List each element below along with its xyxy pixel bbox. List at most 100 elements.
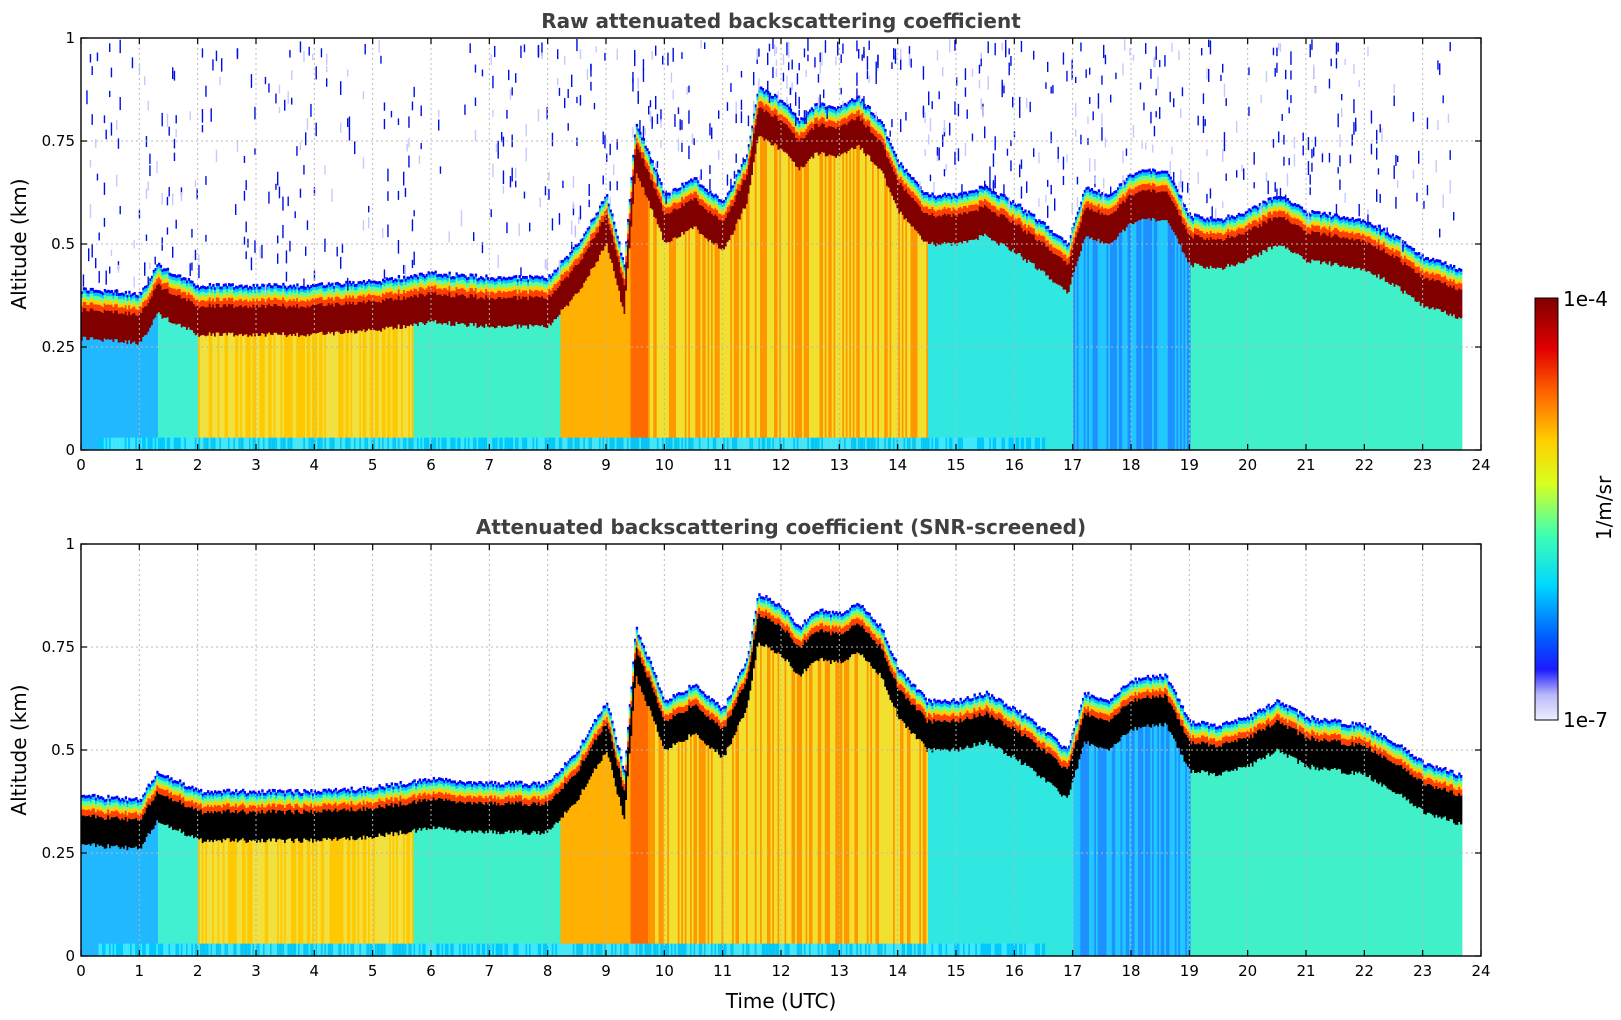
heatmap-column-rim	[301, 300, 304, 307]
heatmap-column-rim	[809, 115, 812, 120]
heatmap-column-noise	[165, 437, 168, 450]
heatmap-column-rim	[516, 279, 520, 283]
heatmap-speckle	[509, 89, 512, 100]
heatmap-column-rim	[499, 282, 502, 287]
heatmap-column-core	[208, 303, 212, 333]
heatmap-column-rim	[982, 197, 985, 202]
heatmap-column-rim	[114, 300, 117, 305]
heatmap-column-rim	[709, 193, 712, 197]
heatmap-column-rim	[322, 295, 325, 300]
heatmap-column-rim	[800, 123, 803, 128]
heatmap-column-rim	[495, 278, 499, 282]
heatmap-speckle	[403, 171, 405, 186]
heatmap-column-rim	[368, 285, 371, 290]
heatmap-column-rim	[257, 289, 261, 293]
heatmap-speckle	[95, 258, 97, 269]
heatmap-column-rim	[613, 236, 616, 243]
heatmap-speckle	[823, 89, 825, 99]
heatmap-column-rim	[525, 278, 528, 283]
heatmap-column-rim	[536, 285, 539, 290]
heatmap-column-rim	[399, 293, 402, 301]
heatmap-column-rim	[1026, 213, 1029, 217]
heatmap-speckle	[817, 74, 820, 83]
heatmap-column-rim	[810, 110, 814, 114]
heatmap-column-rim	[177, 280, 180, 285]
heatmap-column-rim	[541, 285, 544, 290]
heatmap-column-rim	[966, 199, 969, 204]
heatmap-column-noise	[550, 437, 553, 450]
heatmap-column-rim	[254, 301, 257, 308]
heatmap-column-rim	[973, 193, 976, 197]
heatmap-column-core	[410, 295, 413, 325]
heatmap-column-core	[998, 216, 1001, 246]
heatmap-column-rim	[378, 280, 381, 284]
heatmap-column-core	[635, 144, 639, 174]
heatmap-column-core	[126, 315, 129, 345]
heatmap-column-rim	[984, 198, 987, 205]
heatmap-column-rim	[945, 197, 948, 201]
heatmap-column-rim	[963, 201, 966, 206]
heatmap-speckle	[1026, 181, 1028, 193]
heatmap-column-rim	[611, 227, 614, 235]
heatmap-column-rim	[635, 134, 639, 139]
heatmap-column-core	[282, 303, 285, 333]
heatmap-column-rim	[782, 108, 786, 113]
heatmap-column-rim	[922, 198, 926, 203]
heatmap-column-surface	[459, 323, 462, 450]
heatmap-column-core	[723, 220, 726, 250]
heatmap-column-rim	[219, 289, 222, 293]
heatmap-column-rim	[884, 143, 887, 150]
heatmap-column-rim	[936, 209, 940, 217]
heatmap-column-core	[354, 304, 357, 334]
heatmap-column-rim	[196, 299, 199, 306]
heatmap-column-noise	[217, 437, 220, 450]
heatmap-column-rim	[609, 212, 612, 216]
heatmap-column-rim	[95, 295, 98, 301]
heatmap-column-rim	[705, 203, 709, 210]
heatmap-column-rim	[406, 290, 409, 298]
heatmap-column-rim	[737, 175, 740, 180]
heatmap-column-rim	[796, 128, 800, 133]
heatmap-column-rim	[490, 287, 493, 292]
heatmap-column-rim	[163, 282, 166, 289]
heatmap-column-rim	[910, 176, 913, 180]
heatmap-speckle	[730, 83, 732, 92]
heatmap-column-rim	[851, 112, 854, 119]
heatmap-column-rim	[387, 278, 390, 282]
heatmap-column-rim	[838, 117, 842, 122]
heatmap-column-surface	[830, 155, 833, 450]
heatmap-speckle	[460, 217, 463, 227]
heatmap-column-rim	[861, 104, 864, 109]
heatmap-column-noise	[868, 437, 871, 450]
heatmap-column-rim	[921, 190, 924, 194]
heatmap-column-noise	[590, 437, 593, 450]
heatmap-speckle	[980, 52, 982, 59]
heatmap-column-rim	[179, 288, 182, 296]
heatmap-column-rim	[935, 211, 938, 218]
heatmap-column-rim	[574, 244, 577, 248]
heatmap-column-surface	[366, 330, 369, 450]
heatmap-speckle	[639, 120, 641, 133]
heatmap-column-rim	[287, 296, 290, 301]
heatmap-column-rim	[866, 111, 870, 116]
heatmap-column-rim	[866, 107, 870, 112]
heatmap-column-noise	[691, 437, 695, 450]
heatmap-column-core	[956, 216, 959, 246]
heatmap-column-core	[333, 306, 336, 336]
heatmap-column-surface	[201, 334, 205, 450]
heatmap-column-surface	[663, 241, 667, 450]
heatmap-column-noise	[809, 437, 812, 450]
heatmap-column-surface	[375, 330, 378, 450]
heatmap-speckle	[147, 181, 149, 191]
heatmap-column-rim	[434, 273, 437, 277]
heatmap-column-rim	[109, 293, 112, 297]
heatmap-column-rim	[308, 301, 311, 308]
heatmap-column-noise	[894, 437, 898, 450]
heatmap-column-noise	[945, 437, 948, 450]
heatmap-column-core	[205, 307, 208, 337]
heatmap-column-rim	[361, 292, 364, 297]
heatmap-column-rim	[536, 278, 539, 282]
heatmap-column-surface	[1008, 250, 1011, 450]
heatmap-column-core	[117, 313, 121, 343]
heatmap-column-rim	[1017, 206, 1020, 210]
